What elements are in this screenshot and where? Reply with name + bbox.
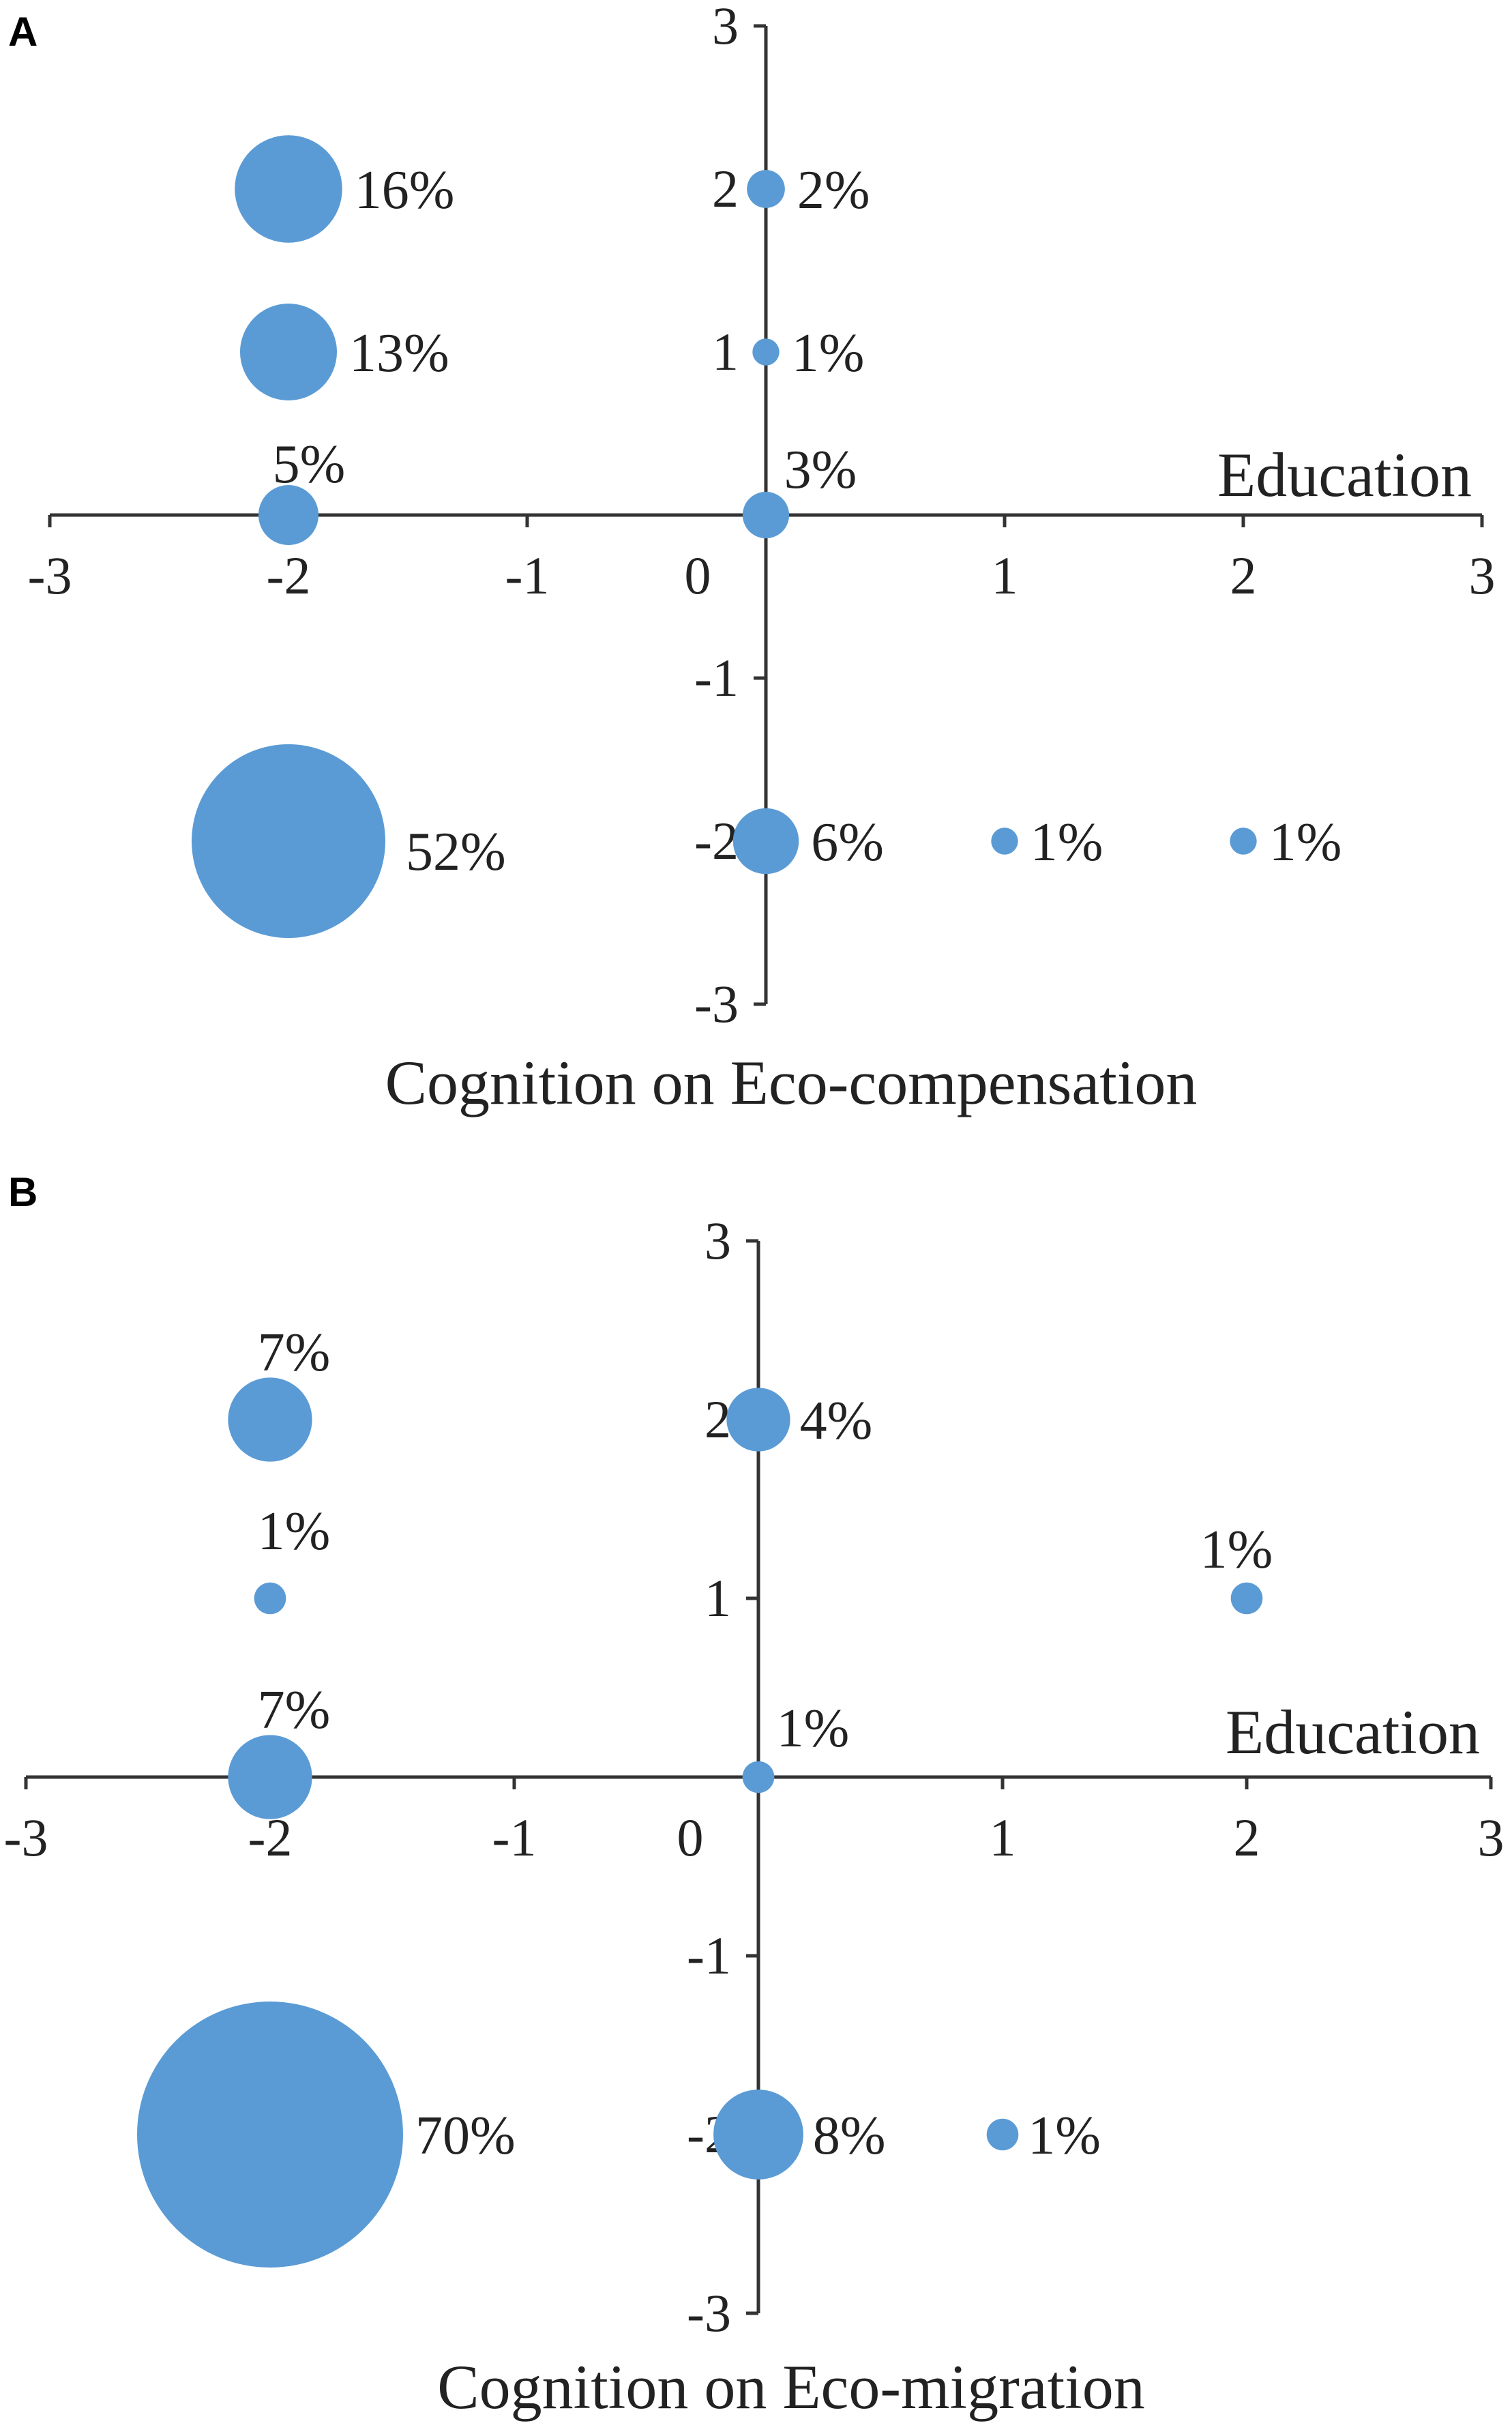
bubble-label: 70% [415,2106,516,2166]
x-tick-label: -1 [492,1808,537,1867]
panel-letter: A [8,9,38,55]
x-tick-label: 0 [677,1808,704,1867]
bubble-label: 3% [784,440,857,500]
bubble [192,744,385,938]
bubble [258,484,319,546]
bubble [240,304,337,400]
x-tick-label: -3 [28,546,72,605]
bubble-label: 1% [777,1699,850,1759]
bubble [991,827,1018,855]
bubble-label: 1% [1028,2106,1101,2166]
bubble [742,491,790,539]
bubble-label: 4% [800,1391,873,1451]
y-tick-label: -1 [694,648,739,707]
bubble [752,338,780,366]
y-tick-label: -3 [687,2283,731,2343]
bubble-label: 13% [349,323,449,383]
x-tick-label: 2 [1234,1808,1260,1867]
y-tick-label: -3 [694,974,739,1033]
x-tick-label: -3 [4,1808,48,1867]
y-axis-title: Cognition on Eco-migration [437,2352,1144,2422]
panel-a: A -3 -2 -1 0 1 2 3 3 2 1 -1 -2 -3 Education Cognition o… [8,0,1496,1117]
bubble-label: 52% [406,822,506,882]
bubble [1230,1582,1263,1615]
bubble-label: 1% [1031,812,1103,873]
bubble [1230,827,1257,855]
y-tick-label: -1 [687,1926,731,1985]
bubble-label: 6% [811,812,884,873]
bubble-label: 7% [258,1680,331,1740]
y-tick-label: 1 [712,322,739,381]
bubble-label: 2% [797,160,870,220]
y-tick-label: 3 [705,1211,731,1270]
bubble-label: 5% [273,435,346,495]
y-tick-label: -2 [694,811,739,870]
bubble-label: 1% [792,323,865,383]
x-tick-label: 3 [1478,1808,1504,1867]
bubble [732,808,799,875]
y-tick-label: 2 [712,159,739,218]
bubble-label: 1% [1200,1520,1273,1580]
bubble [228,1377,312,1462]
bubble [228,1735,312,1819]
bubble [137,2002,403,2268]
bubble-label: 1% [1269,812,1342,873]
x-tick-label: -1 [505,546,550,605]
bubble [235,135,342,243]
panel-letter: B [8,1169,38,1215]
x-tick-label: 0 [685,546,711,605]
bubble-label: 7% [258,1323,331,1383]
bubble [742,1761,775,1793]
y-tick-label: 1 [705,1568,731,1628]
x-tick-label: 1 [992,546,1018,605]
x-tick-label: -2 [267,546,311,605]
x-axis-title: Education [1226,1697,1480,1767]
y-axis-title: Cognition on Eco-compensation [385,1048,1198,1117]
bubble [726,1388,790,1452]
x-axis-title: Education [1217,440,1472,510]
x-tick-label: 2 [1230,546,1257,605]
bubble [747,170,785,208]
x-tick-label: 3 [1469,546,1496,605]
y-tick-label: 3 [712,0,739,55]
bubble-label: 8% [813,2106,886,2166]
bubble [254,1582,286,1615]
bubble [713,2090,803,2180]
bubble-label: 16% [355,160,455,220]
x-tick-label: 1 [990,1808,1016,1867]
bubble-label: 1% [258,1501,331,1561]
bubble [986,2118,1019,2151]
